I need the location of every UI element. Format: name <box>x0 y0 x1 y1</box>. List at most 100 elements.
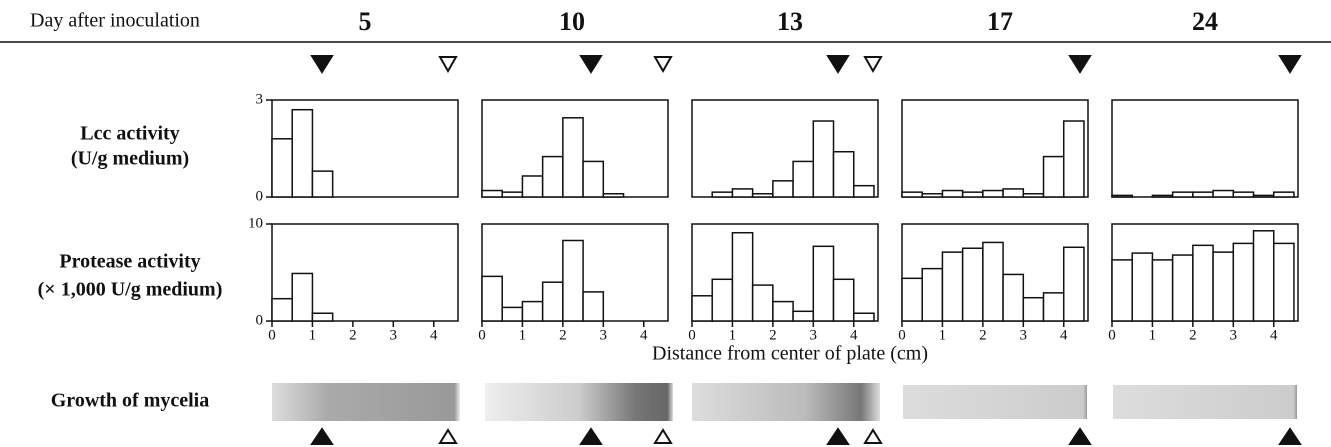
x-tick-label: 4 <box>430 327 438 343</box>
bar <box>941 189 964 198</box>
bar <box>691 295 713 322</box>
bar <box>751 284 774 322</box>
bar <box>481 275 503 322</box>
bar <box>562 117 584 198</box>
x-tick-label: 3 <box>1230 327 1238 343</box>
x-tick-label: 0 <box>898 327 906 343</box>
x-tick-label: 1 <box>1149 327 1157 343</box>
bar <box>582 291 605 322</box>
bar <box>582 160 605 198</box>
header-label: Day after inoculation <box>30 10 200 32</box>
bar <box>291 108 314 198</box>
x-tick-label: 2 <box>769 327 777 343</box>
bar <box>1171 191 1194 198</box>
bar <box>1212 251 1235 322</box>
bar <box>1192 244 1214 322</box>
bar <box>772 300 794 322</box>
bar <box>852 312 875 322</box>
x-axis-label: Distance from center of plate (cm) <box>652 343 928 365</box>
bar <box>731 231 754 322</box>
x-tick-label: 2 <box>979 327 987 343</box>
bar <box>901 277 923 322</box>
bar <box>961 247 984 322</box>
bar <box>541 155 564 198</box>
bar <box>1151 259 1174 322</box>
bar <box>832 278 855 322</box>
bar <box>481 189 503 198</box>
bar <box>311 312 334 322</box>
x-tick-label: 4 <box>850 327 858 343</box>
x-tick-label: 1 <box>939 327 947 343</box>
x-tick-label: 0 <box>688 327 696 343</box>
x-tick-label: 1 <box>309 327 317 343</box>
day-label: 5 <box>359 7 372 36</box>
x-tick-label: 0 <box>1108 327 1116 343</box>
bar <box>1192 191 1214 198</box>
bar <box>731 188 754 198</box>
bar <box>772 180 794 198</box>
x-tick-label: 4 <box>1270 327 1278 343</box>
bar <box>901 191 923 198</box>
bar <box>792 310 815 322</box>
plot-frame <box>1111 99 1299 198</box>
day-label: 13 <box>777 7 803 36</box>
day-label: 24 <box>1192 7 1218 36</box>
bar <box>501 191 524 198</box>
bar <box>541 281 564 322</box>
bar <box>271 138 293 198</box>
mycelia-photo <box>272 383 460 421</box>
bar <box>1171 254 1194 322</box>
bar <box>562 239 584 322</box>
bar <box>812 120 835 198</box>
y-tick-label: 10 <box>248 215 263 231</box>
mycelia-photo <box>485 383 673 421</box>
x-tick-label: 3 <box>600 327 608 343</box>
bar <box>1252 230 1275 322</box>
row-label: (U/g medium) <box>71 148 189 170</box>
bar <box>1042 155 1065 198</box>
x-tick-label: 0 <box>478 327 486 343</box>
x-tick-label: 2 <box>349 327 357 343</box>
bar <box>711 191 734 198</box>
mycelia-strips <box>272 383 1297 421</box>
bar <box>812 245 835 322</box>
x-tick-label: 2 <box>559 327 567 343</box>
bar <box>311 170 334 198</box>
bar <box>1151 194 1174 198</box>
plot-frame <box>271 223 459 322</box>
bar <box>1062 246 1085 322</box>
x-tick-label: 2 <box>1189 327 1197 343</box>
bar <box>1232 191 1255 198</box>
x-tick-label: 0 <box>268 327 276 343</box>
bar <box>1272 242 1295 322</box>
mycelia-photo <box>692 383 880 421</box>
bar <box>832 150 855 198</box>
mycelia-photo <box>903 385 1087 419</box>
bar <box>521 300 544 322</box>
bar <box>501 306 524 322</box>
x-tick-label: 1 <box>519 327 527 343</box>
row-label: (× 1,000 U/g medium) <box>38 279 223 301</box>
row-label: Lcc activity <box>80 123 179 145</box>
y-tick-label: 3 <box>256 91 264 107</box>
bar <box>921 267 944 322</box>
bar <box>961 191 984 198</box>
bar <box>751 193 774 198</box>
x-tick-label: 1 <box>729 327 737 343</box>
bar <box>982 189 1004 198</box>
bar <box>1111 194 1133 198</box>
bar <box>521 175 544 198</box>
bar <box>1002 188 1025 198</box>
bar <box>602 193 625 198</box>
y-tick-label: 0 <box>256 312 264 328</box>
day-label: 17 <box>987 7 1013 36</box>
bar <box>1272 191 1295 198</box>
bar <box>1212 189 1235 198</box>
row-label: Growth of mycelia <box>51 390 210 412</box>
bar <box>1111 259 1133 322</box>
bar <box>852 184 875 198</box>
bar <box>711 278 734 322</box>
x-tick-label: 3 <box>1020 327 1028 343</box>
x-tick-label: 4 <box>640 327 648 343</box>
